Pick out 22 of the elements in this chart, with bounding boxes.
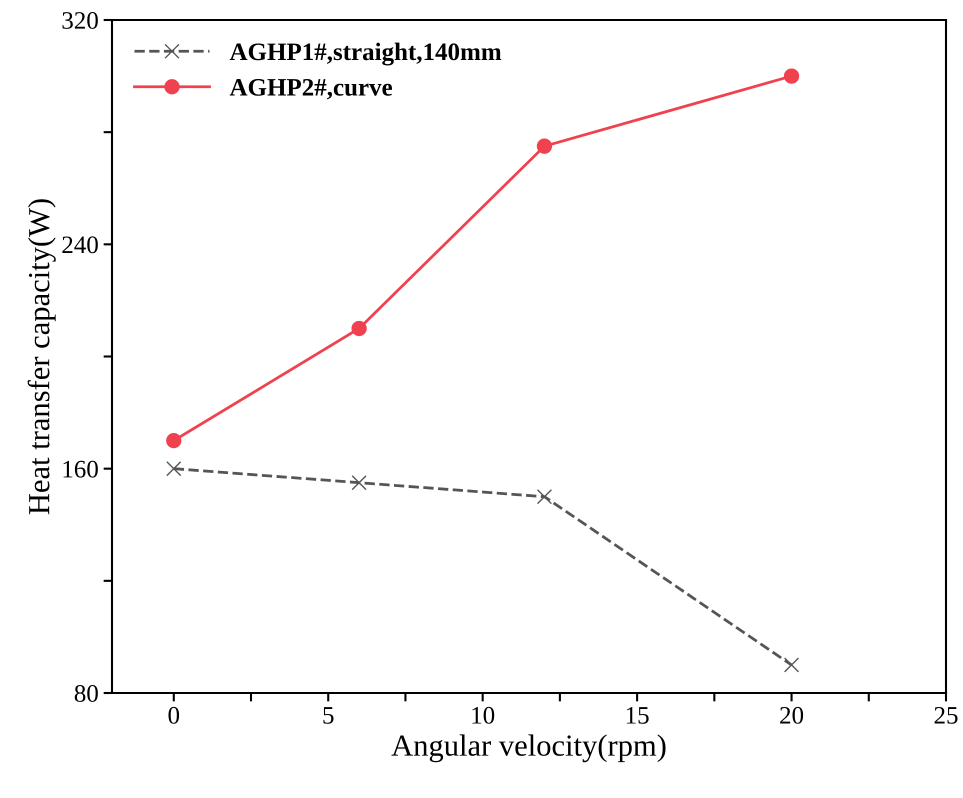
x-tick-label: 5 bbox=[323, 707, 334, 724]
point bbox=[536, 489, 552, 504]
point bbox=[351, 475, 367, 490]
y-axis-title: Heat transfer capacity(W) bbox=[28, 199, 56, 514]
y-tick-label: 160 bbox=[64, 460, 98, 478]
legend-label: AGHP1#,straight,140mm bbox=[230, 42, 502, 66]
x-tick-label: 15 bbox=[626, 707, 649, 724]
x-tick-label: 20 bbox=[780, 706, 804, 724]
x-tick-label: 10 bbox=[472, 706, 494, 724]
point bbox=[784, 657, 800, 673]
y-tick-label: 240 bbox=[62, 236, 98, 254]
point bbox=[784, 68, 800, 84]
point bbox=[166, 461, 182, 476]
point bbox=[351, 320, 367, 336]
point bbox=[166, 432, 182, 448]
x-tick-label: 25 bbox=[934, 706, 958, 724]
y-tick-label: 320 bbox=[62, 12, 98, 29]
x-axis-title: Angular velocity(rpm) bbox=[391, 734, 666, 762]
x-tick-label: 0 bbox=[168, 706, 180, 724]
legend-label: AGHP2#,curve bbox=[230, 78, 392, 100]
y-tick-label: 80 bbox=[74, 685, 98, 702]
point bbox=[536, 138, 552, 154]
